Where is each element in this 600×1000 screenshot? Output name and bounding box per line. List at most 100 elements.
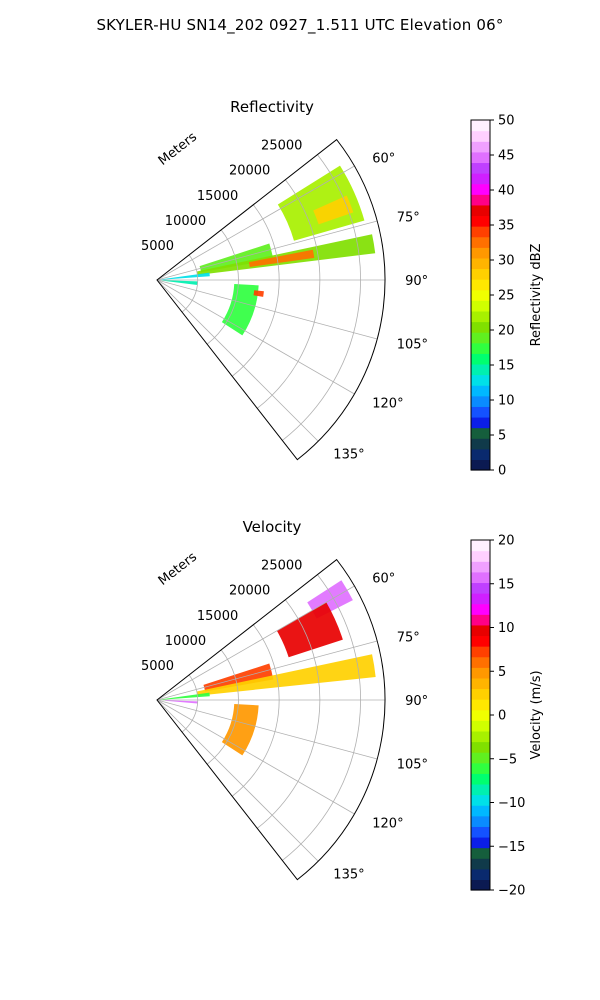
azimuth-tick-label: 75°: [397, 631, 420, 646]
colorbar-tick-label: 15: [498, 577, 515, 592]
azimuth-tick-label: 135°: [333, 447, 364, 462]
colorbar-tick-label: 20: [498, 534, 515, 549]
azimuth-tick-label: 90°: [405, 274, 428, 289]
range-tick-label: 25000: [261, 139, 302, 154]
echo-region: [313, 195, 354, 225]
azimuth-spoke: [156, 279, 355, 395]
colorbar-segment: [471, 438, 490, 450]
colorbar-segment: [471, 794, 490, 806]
range-ring: [257, 599, 321, 829]
figure-title: SKYLER-HU SN14_202 0927_1.511 UTC Elevat…: [96, 16, 504, 34]
colorbar-tick-label: 45: [498, 149, 515, 164]
colorbar-segment: [471, 762, 490, 774]
echo-region: [161, 280, 198, 285]
colorbar-segment: [471, 257, 490, 270]
colorbar-segment: [471, 571, 490, 584]
colorbar-tick-label: 40: [498, 184, 515, 199]
colorbar-tick-label: 5: [498, 429, 506, 444]
colorbar-label: Reflectivity dBZ: [529, 244, 544, 347]
azimuth-spoke: [156, 220, 378, 281]
azimuth-spoke: [156, 640, 378, 701]
azimuth-tick-label: 105°: [397, 337, 428, 352]
colorbar-segment: [471, 427, 490, 439]
azimuth-spoke: [156, 699, 378, 760]
range-tick-label: 20000: [229, 164, 270, 179]
colorbar-segment: [471, 279, 490, 291]
colorbar-segment: [471, 582, 490, 594]
colorbar-tick-label: −5: [498, 752, 517, 767]
radial-axis-label: Meters: [156, 550, 200, 589]
colorbar-segment: [471, 646, 490, 658]
colorbar-label: Velocity (m/s): [529, 670, 544, 759]
colorbar-segment: [471, 635, 490, 647]
range-ring: [231, 204, 280, 377]
azimuth-tick-label: 60°: [372, 571, 395, 586]
colorbar-segment: [471, 815, 490, 827]
colorbar-segment: [471, 363, 490, 376]
range-ring: [257, 179, 321, 409]
colorbar-segment: [471, 162, 490, 174]
echo-region: [196, 654, 376, 696]
colorbar-segment: [471, 752, 490, 764]
colorbar-segment: [471, 667, 490, 679]
colorbar-segment: [471, 730, 490, 743]
azimuth-tick-label: 75°: [397, 211, 420, 226]
range-tick-label: 10000: [165, 634, 206, 649]
colorbar-segment: [471, 374, 490, 386]
colorbar-segment: [471, 332, 490, 344]
colorbar-segment: [471, 624, 490, 637]
range-ring: [282, 574, 361, 861]
sector-frame: [156, 138, 386, 461]
range-ring: [206, 649, 239, 765]
colorbar-segment: [471, 342, 490, 354]
colorbar-segment: [471, 141, 490, 153]
colorbar-segment: [471, 741, 490, 753]
range-tick-label: 15000: [197, 189, 238, 204]
colorbar-segment: [471, 836, 490, 849]
echo-region: [165, 700, 198, 704]
colorbar-tick-label: 50: [498, 114, 515, 129]
azimuth-spoke: [156, 699, 355, 815]
range-ring: [181, 254, 199, 313]
velocity-panel: Velocity 5000 10000 15000 20000 25000 Meters 60…: [141, 518, 544, 899]
colorbar-segment: [471, 459, 490, 471]
colorbar-tick-label: 15: [498, 359, 515, 374]
azimuth-spoke: [156, 585, 355, 701]
azimuth-tick-label: 90°: [405, 694, 428, 709]
colorbar: 0 5 10 15 20 25 30 35 40 45 50 Reflectivity dBZ: [470, 114, 544, 479]
colorbar-segment: [471, 226, 490, 238]
colorbar-segment: [471, 173, 490, 185]
colorbar-segment: [471, 783, 490, 796]
colorbar-segment: [471, 709, 490, 721]
colorbar-segment: [471, 151, 490, 164]
colorbar-segment: [471, 858, 490, 870]
colorbar-segment: [471, 353, 490, 365]
range-tick-label: 20000: [229, 584, 270, 599]
colorbar-segment: [471, 540, 490, 552]
colorbar-tick-label: 10: [498, 394, 515, 409]
colorbar-segment: [471, 300, 490, 312]
colorbar-segment: [471, 406, 490, 418]
colorbar-segment: [471, 215, 490, 227]
colorbar-segment: [471, 204, 490, 217]
colorbar-segment: [471, 720, 490, 732]
colorbar-segment: [471, 395, 490, 407]
range-tick-label: 10000: [165, 214, 206, 229]
colorbar-segment: [471, 194, 490, 206]
azimuth-spoke: [156, 699, 319, 862]
colorbar-segment: [471, 614, 490, 626]
azimuth-tick-label: 120°: [372, 397, 403, 412]
echo-region: [253, 290, 264, 297]
range-ring: [181, 674, 199, 733]
range-tick-label: 5000: [141, 239, 174, 254]
colorbar-segment: [471, 688, 490, 700]
panel-title: Velocity: [243, 518, 302, 536]
sector-frame: [156, 558, 386, 881]
colorbar-segment: [471, 321, 490, 333]
colorbar-tick-label: 5: [498, 665, 506, 680]
echo-region: [276, 602, 343, 658]
range-tick-label: 5000: [141, 659, 174, 674]
azimuth-tick-label: 135°: [333, 867, 364, 882]
